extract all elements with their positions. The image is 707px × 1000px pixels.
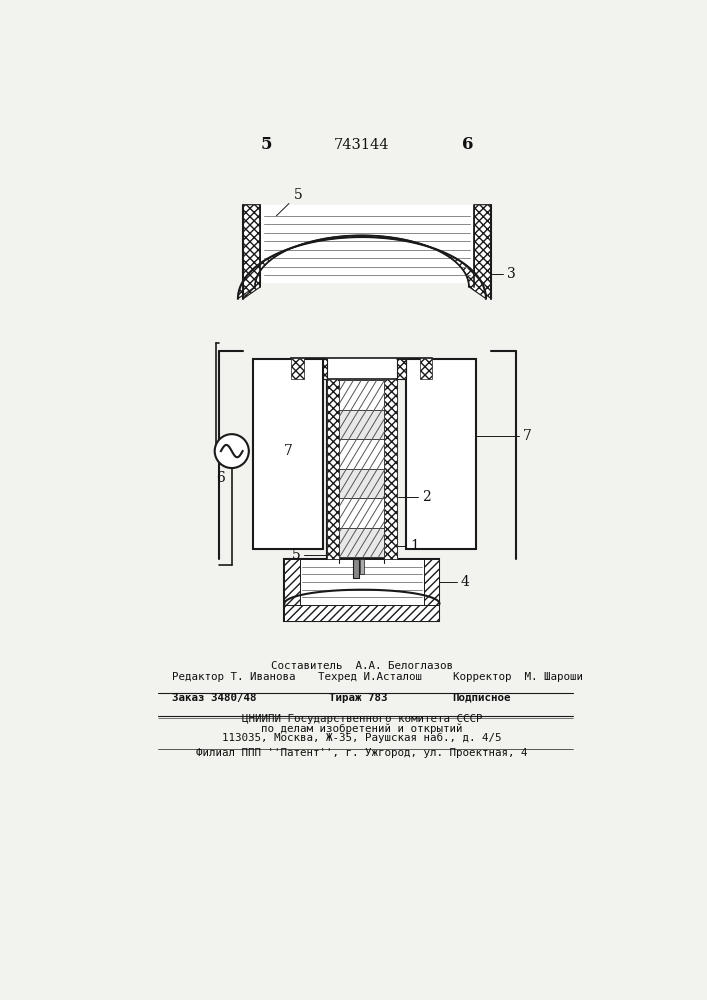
- Polygon shape: [238, 235, 486, 299]
- Bar: [360, 559, 364, 574]
- Text: Техред И.Асталош: Техред И.Асталош: [317, 672, 422, 682]
- Text: Подписное: Подписное: [452, 693, 511, 703]
- Polygon shape: [262, 207, 473, 283]
- Bar: [323, 359, 327, 379]
- Text: 5: 5: [261, 136, 272, 153]
- Text: 4: 4: [460, 575, 469, 589]
- Bar: [253, 359, 323, 549]
- Bar: [339, 380, 385, 557]
- Text: 6: 6: [462, 136, 474, 153]
- Bar: [385, 379, 397, 559]
- Text: Тираж 783: Тираж 783: [329, 693, 387, 703]
- Bar: [406, 359, 476, 549]
- Text: 743144: 743144: [334, 138, 390, 152]
- Text: 5: 5: [292, 548, 300, 562]
- Text: 6: 6: [216, 471, 225, 485]
- Circle shape: [215, 434, 249, 468]
- Bar: [397, 359, 406, 379]
- Polygon shape: [339, 439, 385, 469]
- Polygon shape: [339, 410, 385, 439]
- Text: 7: 7: [284, 444, 293, 458]
- Polygon shape: [339, 528, 385, 557]
- Bar: [353, 559, 359, 578]
- Text: 5: 5: [276, 188, 303, 216]
- Bar: [420, 358, 433, 379]
- Text: Редактор Т. Иванова: Редактор Т. Иванова: [172, 672, 296, 682]
- Text: Составитель  А.А. Белоглазов: Составитель А.А. Белоглазов: [271, 661, 453, 671]
- Text: Филиал ППП ''Патент'', г. Ужгород, ул. Проектная, 4: Филиал ППП ''Патент'', г. Ужгород, ул. П…: [197, 748, 527, 758]
- Text: Корректор  М. Шароши: Корректор М. Шароши: [452, 672, 583, 682]
- Bar: [424, 559, 440, 620]
- Polygon shape: [300, 560, 424, 604]
- Polygon shape: [474, 205, 491, 299]
- Bar: [284, 559, 300, 620]
- Bar: [291, 358, 304, 379]
- Polygon shape: [339, 498, 385, 528]
- Polygon shape: [255, 205, 474, 287]
- Bar: [284, 559, 440, 620]
- Text: 3: 3: [507, 267, 515, 281]
- Bar: [284, 605, 440, 620]
- Text: 7: 7: [522, 429, 531, 443]
- Polygon shape: [339, 469, 385, 498]
- Text: ЦНИИПИ Государственного комитета СССР: ЦНИИПИ Государственного комитета СССР: [242, 714, 482, 724]
- Bar: [327, 379, 339, 559]
- Polygon shape: [243, 205, 260, 299]
- Text: по делам изобретений и открытий: по делам изобретений и открытий: [261, 723, 462, 734]
- Polygon shape: [339, 380, 385, 410]
- Bar: [291, 358, 433, 379]
- Text: 2: 2: [421, 490, 431, 504]
- Text: Заказ 3480/48: Заказ 3480/48: [172, 693, 257, 703]
- Text: 1: 1: [410, 539, 419, 553]
- Text: 113035, Москва, Ж-35, Раушская наб., д. 4/5: 113035, Москва, Ж-35, Раушская наб., д. …: [222, 733, 502, 743]
